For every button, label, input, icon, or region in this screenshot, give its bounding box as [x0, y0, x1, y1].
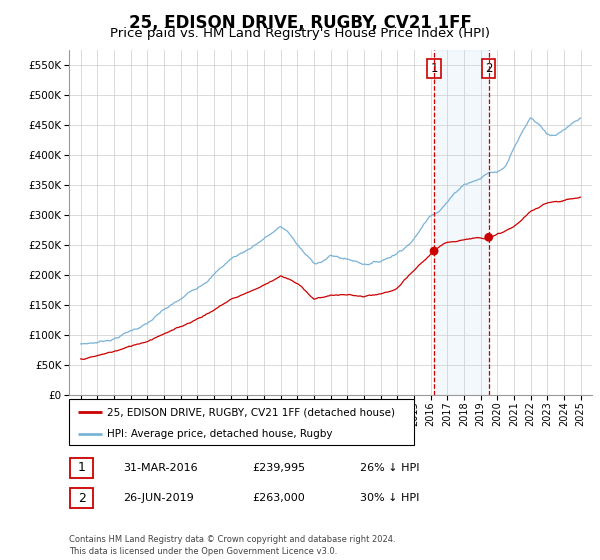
FancyBboxPatch shape [70, 488, 93, 508]
Text: 25, EDISON DRIVE, RUGBY, CV21 1FF: 25, EDISON DRIVE, RUGBY, CV21 1FF [128, 14, 472, 32]
Text: Price paid vs. HM Land Registry's House Price Index (HPI): Price paid vs. HM Land Registry's House … [110, 27, 490, 40]
Text: HPI: Average price, detached house, Rugby: HPI: Average price, detached house, Rugb… [107, 429, 332, 438]
Bar [434, 50, 489, 395]
Text: 1: 1 [77, 461, 86, 474]
FancyBboxPatch shape [70, 458, 93, 478]
Text: 26% ↓ HPI: 26% ↓ HPI [360, 463, 419, 473]
Text: 1: 1 [430, 62, 438, 75]
Text: £263,000: £263,000 [252, 493, 305, 503]
Text: 31-MAR-2016: 31-MAR-2016 [123, 463, 197, 473]
FancyBboxPatch shape [69, 399, 414, 445]
Text: 2: 2 [485, 62, 493, 75]
Point [484, 233, 494, 242]
Point [429, 246, 439, 255]
Text: 26-JUN-2019: 26-JUN-2019 [123, 493, 194, 503]
Text: £239,995: £239,995 [252, 463, 305, 473]
Text: Contains HM Land Registry data © Crown copyright and database right 2024.
This d: Contains HM Land Registry data © Crown c… [69, 535, 395, 556]
Text: 25, EDISON DRIVE, RUGBY, CV21 1FF (detached house): 25, EDISON DRIVE, RUGBY, CV21 1FF (detac… [107, 407, 395, 417]
Text: 30% ↓ HPI: 30% ↓ HPI [360, 493, 419, 503]
Text: 2: 2 [77, 492, 86, 505]
